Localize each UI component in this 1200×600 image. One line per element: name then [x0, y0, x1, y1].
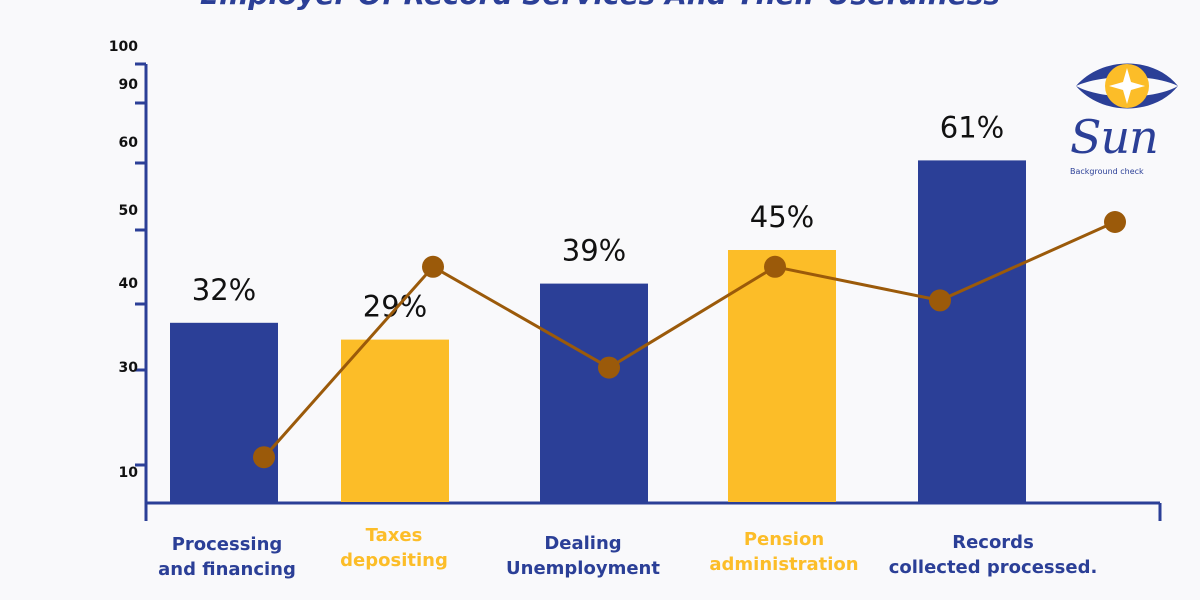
bar-value-label: 45% [750, 200, 814, 234]
y-tick-label: 30 [119, 360, 139, 376]
category-label: Dealing Unemployment [506, 533, 660, 579]
line-point [1104, 211, 1126, 233]
bar [540, 283, 648, 502]
category-label: Records collected processed. [889, 532, 1098, 578]
chart-title: Employer Of Record Services And Their Us… [0, 0, 1200, 11]
category-label: Taxes depositing [340, 525, 448, 571]
y-tick-label: 60 [119, 135, 139, 151]
category-label-line: Unemployment [506, 558, 660, 579]
bar [170, 322, 278, 502]
sun-logo-icon [1076, 63, 1178, 109]
bar [728, 250, 836, 502]
category-label: Pension administration [709, 529, 858, 575]
bar-value-label: 61% [940, 110, 1004, 144]
logo-word: Sun [1070, 110, 1159, 164]
category-label: Processing and financing [158, 534, 296, 580]
y-tick-label: 50 [119, 203, 139, 219]
category-label-line: Taxes [366, 525, 423, 546]
logo-subtitle: Background check [1070, 167, 1144, 176]
category-label-line: administration [709, 554, 858, 575]
bar-value-label: 29% [363, 290, 427, 324]
y-tick-label: 40 [119, 276, 139, 292]
line-point [253, 446, 275, 469]
category-label-line: collected processed. [889, 557, 1098, 578]
category-label-line: and financing [158, 559, 296, 580]
category-label-line: Dealing [544, 533, 621, 554]
bar-value-label: 39% [562, 234, 626, 268]
bar [918, 160, 1026, 502]
bar [341, 339, 449, 502]
bar-value-label: 32% [192, 273, 256, 307]
category-label-line: Processing [172, 534, 283, 555]
category-label-line: Records [952, 532, 1034, 553]
y-tick-label: 10 [119, 465, 139, 481]
line-point [422, 255, 444, 278]
line-point [598, 356, 620, 379]
y-tick-label: 100 [109, 39, 138, 55]
line-series [262, 220, 1116, 459]
line-point [764, 255, 786, 278]
line-point [929, 289, 951, 312]
y-tick-label: 90 [119, 77, 139, 93]
category-label-line: depositing [340, 550, 448, 571]
category-label-line: Pension [744, 529, 824, 550]
